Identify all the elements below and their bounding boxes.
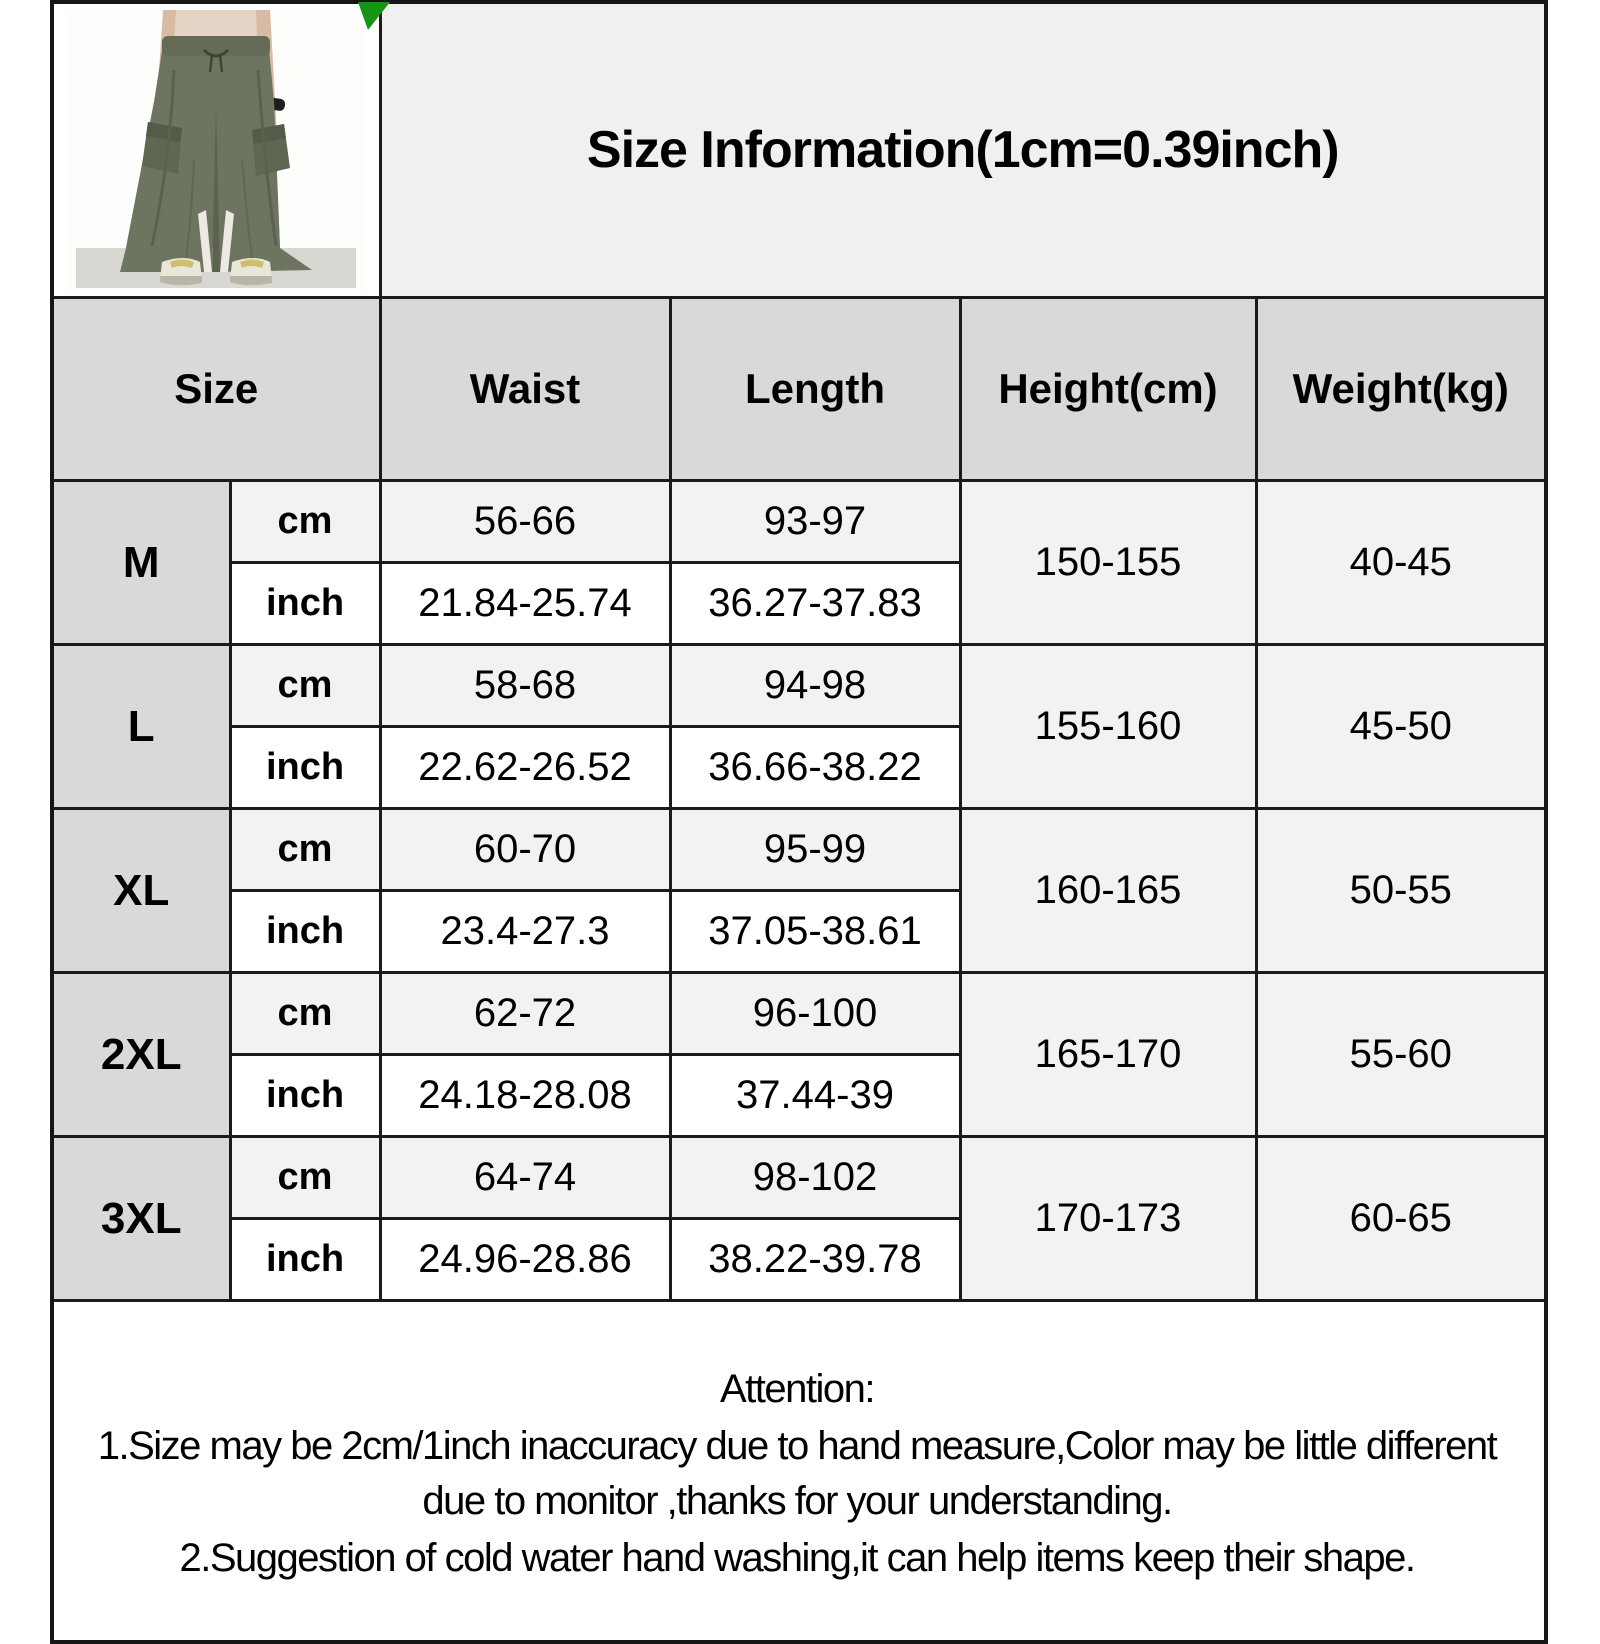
waist-inch-value: 24.96-28.86 — [378, 1217, 672, 1302]
table-header-row: Size Waist Length Height(cm) Weight(kg) — [50, 296, 1548, 482]
waist-cm-value: 62-72 — [378, 971, 672, 1056]
weight-value: 45-50 — [1254, 643, 1548, 810]
height-value: 170-173 — [958, 1135, 1258, 1302]
unit-label-cm: cm — [228, 643, 382, 728]
table-row: XL cm 60-70 95-99 160-165 50-55 — [50, 807, 1548, 974]
height-value: 155-160 — [958, 643, 1258, 810]
size-label: 3XL — [50, 1135, 232, 1302]
header-waist: Waist — [378, 296, 672, 482]
size-label: 2XL — [50, 971, 232, 1138]
table-row: inch 23.4-27.3 37.05-38.61 — [52, 889, 1546, 974]
length-inch-value: 36.27-37.83 — [668, 561, 962, 646]
waist-inch-value: 23.4-27.3 — [378, 889, 672, 974]
table-row: inch 22.62-26.52 36.66-38.22 — [52, 725, 1546, 810]
waist-cm-value: 60-70 — [378, 807, 672, 892]
header-weight: Weight(kg) — [1254, 296, 1548, 482]
table-row: inch 21.84-25.74 36.27-37.83 — [52, 561, 1546, 646]
size-label: L — [50, 643, 232, 810]
length-inch-value: 37.05-38.61 — [668, 889, 962, 974]
length-inch-value: 37.44-39 — [668, 1053, 962, 1138]
product-photo-cell — [50, 0, 382, 299]
weight-value: 50-55 — [1254, 807, 1548, 974]
length-inch-value: 38.22-39.78 — [668, 1217, 962, 1302]
unit-label-inch: inch — [228, 561, 382, 646]
length-cm-value: 94-98 — [668, 643, 962, 728]
length-inch-value: 36.66-38.22 — [668, 725, 962, 810]
table-row: 3XL cm 64-74 98-102 170-173 60-65 — [50, 1135, 1548, 1302]
waist-cm-value: 64-74 — [378, 1135, 672, 1220]
waist-inch-value: 22.62-26.52 — [378, 725, 672, 810]
unit-label-cm: cm — [228, 971, 382, 1056]
height-value: 165-170 — [958, 971, 1258, 1138]
cargo-pants-product-image — [66, 10, 367, 294]
height-value: 150-155 — [958, 479, 1258, 646]
unit-label-inch: inch — [228, 1217, 382, 1302]
unit-label-cm: cm — [228, 1135, 382, 1220]
table-row: inch 24.18-28.08 37.44-39 — [52, 1053, 1546, 1138]
page-title: Size Information(1cm=0.39inch) — [378, 0, 1548, 299]
height-value: 160-165 — [958, 807, 1258, 974]
attention-note-1: 1.Size may be 2cm/1inch inaccuracy due t… — [97, 1423, 1498, 1523]
table-row: L cm 58-68 94-98 155-160 45-50 — [50, 643, 1548, 810]
waist-cm-value: 56-66 — [378, 479, 672, 564]
length-cm-value: 98-102 — [668, 1135, 962, 1220]
attention-note: Attention: 1.Size may be 2cm/1inch inacc… — [50, 1299, 1548, 1644]
unit-label-inch: inch — [228, 889, 382, 974]
length-cm-value: 93-97 — [668, 479, 962, 564]
unit-label-inch: inch — [228, 1053, 382, 1138]
weight-value: 40-45 — [1254, 479, 1548, 646]
unit-label-cm: cm — [228, 807, 382, 892]
header-height: Height(cm) — [958, 296, 1258, 482]
size-chart-table: Size Information(1cm=0.39inch) Size Wais… — [50, 0, 1548, 1644]
length-cm-value: 95-99 — [668, 807, 962, 892]
header-size: Size — [50, 296, 382, 482]
header-length: Length — [668, 296, 962, 482]
unit-label-inch: inch — [228, 725, 382, 810]
attention-note-2: 2.Suggestion of cold water hand washing,… — [179, 1536, 1417, 1581]
size-label: M — [50, 479, 232, 646]
size-label: XL — [50, 807, 232, 974]
table-row: inch 24.96-28.86 38.22-39.78 — [52, 1217, 1546, 1302]
length-cm-value: 96-100 — [668, 971, 962, 1056]
weight-value: 55-60 — [1254, 971, 1548, 1138]
waist-inch-value: 24.18-28.08 — [378, 1053, 672, 1138]
weight-value: 60-65 — [1254, 1135, 1548, 1302]
waist-inch-value: 21.84-25.74 — [378, 561, 672, 646]
waist-cm-value: 58-68 — [378, 643, 672, 728]
size-chart-page: { "title": "Size Information(1cm=0.39inc… — [50, 0, 1548, 1644]
table-row: 2XL cm 62-72 96-100 165-170 55-60 — [50, 971, 1548, 1138]
unit-label-cm: cm — [228, 479, 382, 564]
attention-heading: Attention: — [719, 1366, 876, 1411]
table-row: M cm 56-66 93-97 150-155 40-45 — [50, 479, 1548, 646]
